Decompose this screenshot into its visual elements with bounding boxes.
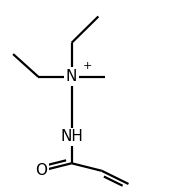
Text: +: + bbox=[82, 62, 92, 71]
Text: N: N bbox=[66, 69, 77, 84]
Text: NH: NH bbox=[60, 129, 83, 144]
Text: O: O bbox=[36, 163, 48, 178]
